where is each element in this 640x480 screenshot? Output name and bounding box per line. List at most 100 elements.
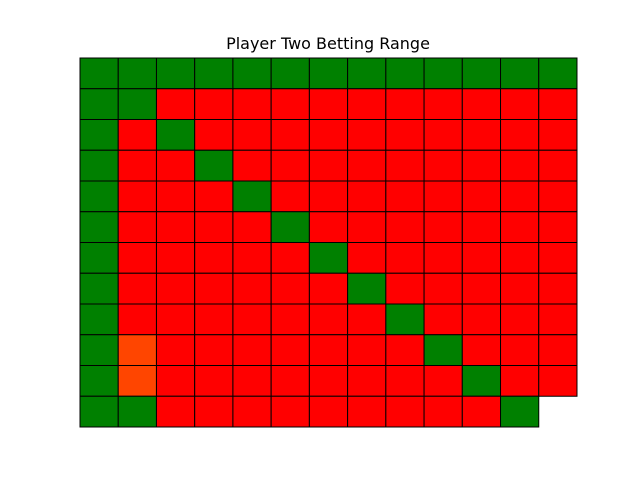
heatmap-cell-r11-c3 xyxy=(194,395,234,428)
heatmap-cell-r10-c4 xyxy=(232,365,272,397)
heatmap-cell-r0-c8 xyxy=(385,57,425,90)
heatmap-cell-r1-c11 xyxy=(500,88,540,120)
heatmap-cell-r2-c4 xyxy=(232,119,272,151)
heatmap-cell-r1-c5 xyxy=(270,88,310,120)
heatmap-cell-r4-c7 xyxy=(347,180,387,213)
heatmap-cell-r8-c6 xyxy=(308,303,349,336)
heatmap-cell-r10-c12 xyxy=(538,365,578,397)
heatmap-cell-r4-c6 xyxy=(308,180,349,213)
heatmap-cell-r3-c1 xyxy=(117,149,157,182)
heatmap-cell-r11-c8 xyxy=(385,395,425,428)
heatmap-cell-r5-c5 xyxy=(270,211,310,243)
heatmap-cell-r4-c2 xyxy=(155,180,196,213)
heatmap-cell-r11-c4 xyxy=(232,395,272,428)
heatmap-cell-r6-c4 xyxy=(232,242,272,274)
heatmap-cell-r0-c9 xyxy=(423,57,463,90)
heatmap-cell-r7-c3 xyxy=(194,272,234,305)
heatmap-cell-r3-c2 xyxy=(155,149,196,182)
heatmap-cell-r9-c7 xyxy=(347,334,387,366)
heatmap-cell-r0-c7 xyxy=(347,57,387,90)
heatmap-cell-r10-c5 xyxy=(270,365,310,397)
heatmap-cell-r6-c1 xyxy=(117,242,157,274)
heatmap-cell-r6-c3 xyxy=(194,242,234,274)
heatmap-cell-r6-c9 xyxy=(423,242,463,274)
heatmap-cell-r8-c1 xyxy=(117,303,157,336)
heatmap-cell-r0-c3 xyxy=(194,57,234,90)
heatmap-cell-r4-c8 xyxy=(385,180,425,213)
heatmap-cell-r5-c8 xyxy=(385,211,425,243)
heatmap-cell-r10-c8 xyxy=(385,365,425,397)
heatmap-cell-r6-c8 xyxy=(385,242,425,274)
heatmap-cell-r4-c9 xyxy=(423,180,463,213)
chart-title: Player Two Betting Range xyxy=(226,34,430,53)
heatmap-cell-r9-c12 xyxy=(538,334,578,366)
heatmap-cell-r1-c12 xyxy=(538,88,578,120)
heatmap-cell-r10-c1 xyxy=(117,365,157,397)
heatmap-cell-r7-c5 xyxy=(270,272,310,305)
heatmap-cell-r11-c5 xyxy=(270,395,310,428)
heatmap-cell-r3-c10 xyxy=(461,149,502,182)
heatmap-cell-r3-c0 xyxy=(79,149,119,182)
heatmap-cell-r6-c2 xyxy=(155,242,196,274)
heatmap-cell-r10-c9 xyxy=(423,365,463,397)
heatmap-cell-r3-c11 xyxy=(500,149,540,182)
heatmap-cell-r10-c10 xyxy=(461,365,502,397)
heatmap-cell-r7-c1 xyxy=(117,272,157,305)
heatmap-cell-r6-c11 xyxy=(500,242,540,274)
heatmap-cell-r2-c2 xyxy=(155,119,196,151)
heatmap-cell-r6-c6 xyxy=(308,242,349,274)
heatmap-cell-r6-c10 xyxy=(461,242,502,274)
heatmap-cell-r0-c4 xyxy=(232,57,272,90)
heatmap-cell-r11-c7 xyxy=(347,395,387,428)
heatmap-cell-r3-c6 xyxy=(308,149,349,182)
heatmap-cell-r7-c2 xyxy=(155,272,196,305)
heatmap-cell-r11-c9 xyxy=(423,395,463,428)
heatmap-cell-r6-c0 xyxy=(79,242,119,274)
heatmap-cell-r5-c3 xyxy=(194,211,234,243)
heatmap-cell-r9-c3 xyxy=(194,334,234,366)
heatmap-cell-r5-c2 xyxy=(155,211,196,243)
heatmap-cell-r11-c11 xyxy=(500,395,540,428)
heatmap-cell-r9-c4 xyxy=(232,334,272,366)
heatmap-cell-r11-c2 xyxy=(155,395,196,428)
heatmap-cell-r6-c7 xyxy=(347,242,387,274)
heatmap-cell-r2-c0 xyxy=(79,119,119,151)
heatmap-cell-r10-c11 xyxy=(500,365,540,397)
heatmap-cell-r1-c0 xyxy=(79,88,119,120)
heatmap-cell-r1-c2 xyxy=(155,88,196,120)
heatmap-cell-r2-c9 xyxy=(423,119,463,151)
heatmap-cell-r8-c8 xyxy=(385,303,425,336)
heatmap-cell-r8-c0 xyxy=(79,303,119,336)
heatmap-cells xyxy=(79,57,578,428)
heatmap-cell-r0-c1 xyxy=(117,57,157,90)
heatmap-cell-r5-c11 xyxy=(500,211,540,243)
heatmap-cell-r10-c6 xyxy=(308,365,349,397)
heatmap-cell-r0-c2 xyxy=(155,57,196,90)
heatmap-cell-r8-c9 xyxy=(423,303,463,336)
heatmap-cell-r7-c11 xyxy=(500,272,540,305)
heatmap-cell-r9-c8 xyxy=(385,334,425,366)
heatmap-cell-r7-c9 xyxy=(423,272,463,305)
heatmap-cell-r10-c2 xyxy=(155,365,196,397)
heatmap-cell-r0-c5 xyxy=(270,57,310,90)
heatmap-cell-r0-c11 xyxy=(500,57,540,90)
heatmap-cell-r8-c7 xyxy=(347,303,387,336)
heatmap-cell-r2-c7 xyxy=(347,119,387,151)
heatmap-cell-r5-c4 xyxy=(232,211,272,243)
heatmap-cell-r1-c1 xyxy=(117,88,157,120)
heatmap-cell-r5-c0 xyxy=(79,211,119,243)
heatmap-cell-r5-c9 xyxy=(423,211,463,243)
heatmap-cell-r8-c3 xyxy=(194,303,234,336)
heatmap-cell-r1-c9 xyxy=(423,88,463,120)
heatmap-cell-r4-c3 xyxy=(194,180,234,213)
heatmap-cell-r8-c5 xyxy=(270,303,310,336)
heatmap-cell-r7-c7 xyxy=(347,272,387,305)
heatmap-cell-r4-c12 xyxy=(538,180,578,213)
heatmap-cell-r4-c1 xyxy=(117,180,157,213)
heatmap-cell-r0-c0 xyxy=(79,57,119,90)
heatmap-cell-r1-c7 xyxy=(347,88,387,120)
heatmap-cell-r4-c4 xyxy=(232,180,272,213)
heatmap-cell-r9-c9 xyxy=(423,334,463,366)
heatmap-cell-r3-c9 xyxy=(423,149,463,182)
